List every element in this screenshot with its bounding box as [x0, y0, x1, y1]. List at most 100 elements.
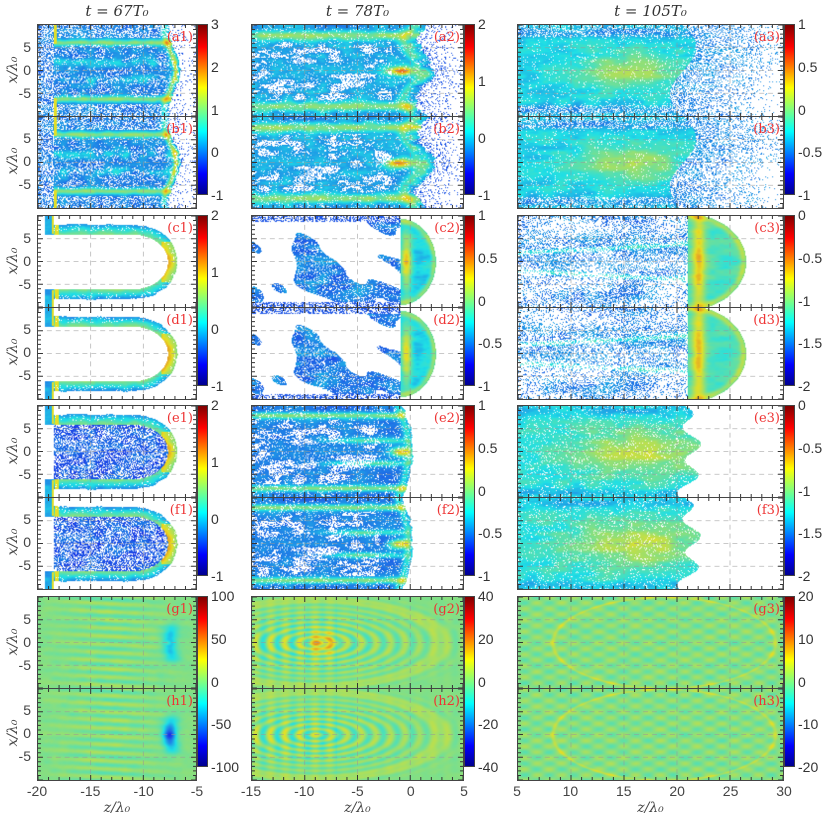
axes-ticks-grid	[518, 307, 783, 399]
colorbar-tick-label: 3	[211, 16, 219, 32]
colorbar-tick-label: -1.5	[798, 335, 823, 352]
heatmap-panel-f2: (f2)	[251, 496, 464, 590]
colorbar	[784, 215, 795, 386]
axes-ticks-grid	[518, 497, 783, 589]
heatmap-panel-e2: (e2)	[251, 405, 464, 498]
y-tick-label: -5	[18, 656, 31, 673]
colorbar-tick-label: 100	[211, 588, 235, 604]
y-tick-label: 5	[23, 229, 31, 246]
panel-label: (a3)	[753, 30, 780, 45]
heatmap-image	[518, 25, 783, 116]
grid-lines	[252, 688, 463, 780]
axes-ticks-grid	[38, 116, 196, 208]
y-tick-label: -5	[18, 275, 31, 292]
axes-ticks-grid	[38, 25, 196, 116]
x-tick-label: -10	[133, 783, 154, 799]
y-tick-label: 5	[23, 419, 31, 436]
y-tick-label: 5	[23, 610, 31, 627]
heatmap-image	[38, 307, 196, 399]
heatmap-panel-c3: (c3)	[517, 215, 784, 308]
x-axis-label: z/λ₀	[344, 800, 371, 816]
tick-marks	[38, 216, 196, 307]
panel-label: (d1)	[166, 312, 193, 328]
x-tick-label: -5	[190, 783, 204, 799]
heatmap-panel-b1: (b1)	[37, 115, 197, 209]
colorbar	[784, 405, 795, 576]
x-tick-label: -10	[294, 783, 315, 799]
colorbar-tick-label: -1	[798, 482, 811, 499]
grid-lines	[38, 406, 196, 497]
colorbar-tick-label: 1	[211, 264, 219, 280]
tick-marks	[252, 216, 463, 307]
grid-lines	[38, 216, 196, 307]
grid-lines	[518, 406, 783, 497]
tick-marks	[252, 116, 463, 208]
colorbar	[464, 215, 475, 386]
heatmap-image	[38, 688, 196, 780]
colorbar-tick-label: 40	[478, 588, 494, 604]
panel-label: (h2)	[433, 693, 460, 709]
heatmap-image	[38, 216, 196, 307]
colorbar-tick-label: -1	[478, 187, 491, 203]
axes-ticks-grid	[518, 116, 783, 208]
colorbar-tick-label: 2	[211, 207, 219, 223]
axes-ticks-grid	[252, 25, 463, 116]
colorbar-tick-label: 0.5	[478, 249, 498, 266]
heatmap-image	[518, 307, 783, 399]
grid-lines	[252, 497, 463, 589]
colorbar-tick-label: -0.5	[798, 144, 823, 161]
colorbar-tick-label: 0	[798, 207, 806, 223]
x-tick-label: 20	[669, 783, 685, 799]
grid-lines	[38, 597, 196, 688]
colorbar-tick-label: 20	[798, 588, 814, 604]
heatmap-image	[518, 597, 783, 688]
y-tick-label: 0	[23, 442, 31, 459]
colorbar	[784, 24, 795, 195]
colorbar-tick-label: 0	[478, 130, 486, 146]
x-tick-label: -5	[351, 783, 364, 799]
grid-lines	[252, 307, 463, 399]
panel-label: (g2)	[433, 602, 460, 617]
colorbar-tick-label: -1	[211, 378, 224, 394]
axes-ticks-grid	[38, 216, 196, 307]
heatmap-panel-f1: (f1)	[37, 496, 197, 590]
colorbar-tick-label: 50	[211, 630, 227, 647]
y-tick-label: 0	[23, 534, 31, 551]
axes-ticks-grid	[252, 307, 463, 399]
panel-label: (f3)	[756, 502, 780, 518]
y-tick-label: 0	[23, 725, 31, 742]
colorbar-tick-label: -100	[211, 759, 240, 775]
colorbar	[464, 596, 475, 767]
tick-marks	[518, 497, 783, 589]
colorbar-tick-label: 1	[478, 397, 486, 413]
axes-ticks-grid	[518, 406, 783, 497]
heatmap-image	[518, 406, 783, 497]
y-axis-label: x/λ₀	[5, 338, 21, 366]
panel-label: (c2)	[434, 221, 460, 236]
colorbar	[464, 24, 475, 195]
colorbar	[464, 405, 475, 576]
axes-ticks-grid	[252, 688, 463, 780]
tick-marks	[38, 497, 196, 589]
tick-marks	[518, 406, 783, 497]
colorbar-tick-label: 20	[478, 630, 494, 647]
axes-ticks-grid	[252, 216, 463, 307]
colorbar-tick-label: 1	[211, 454, 219, 470]
heatmap-panel-a3: (a3)	[517, 24, 784, 117]
y-axis-label: x/λ₀	[5, 56, 21, 84]
colorbar-tick-label: -1	[211, 568, 224, 584]
colorbar	[197, 24, 208, 195]
heatmap-image	[518, 216, 783, 307]
heatmap-image	[38, 497, 196, 589]
colorbar-tick-label: -20	[478, 716, 499, 733]
x-tick-label: 25	[722, 783, 739, 799]
grid-lines	[518, 25, 783, 116]
colorbar-tick-label: 0.5	[798, 58, 818, 75]
tick-marks	[518, 116, 783, 208]
tick-marks	[38, 406, 196, 497]
heatmap-image	[518, 688, 783, 780]
colorbar-tick-label: -0.5	[478, 335, 503, 352]
colorbar-tick-label: -1	[798, 292, 811, 309]
y-tick-label: -5	[18, 367, 31, 384]
panel-label: (h3)	[753, 693, 780, 709]
